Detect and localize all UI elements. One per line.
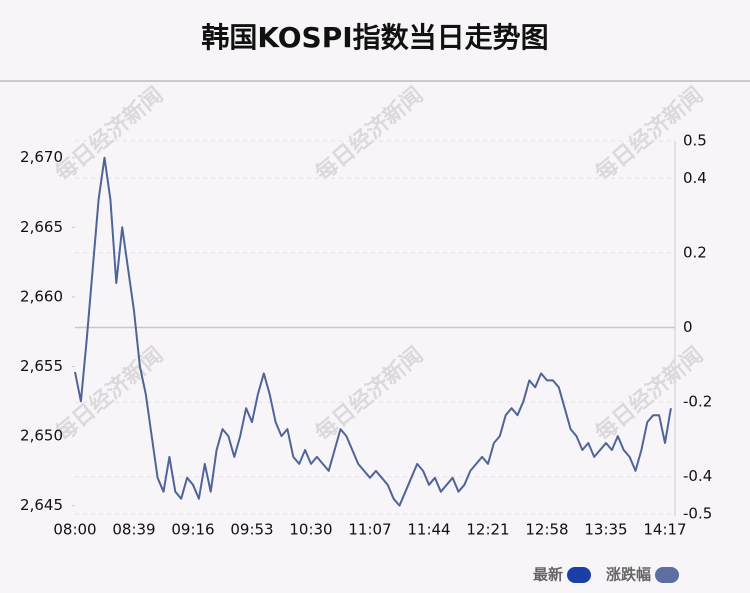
y-tick-label: 2,655: [20, 357, 63, 375]
x-tick-label: 12:58: [525, 521, 568, 539]
x-tick-label: 09:53: [230, 521, 273, 539]
legend-swatch: [655, 567, 680, 583]
x-tick-label: 11:44: [407, 521, 450, 539]
watermark: 每日经济新闻: [310, 82, 428, 187]
y-tick-label: 2,670: [20, 148, 63, 166]
x-tick-label: 12:21: [466, 521, 509, 539]
price-line: [74, 156, 672, 507]
y2-tick-label: -0.2: [683, 393, 712, 411]
legend-label: 最新: [533, 566, 563, 584]
chart-title: 韩国KOSPI指数当日走势图: [201, 21, 548, 54]
y-tick-label: 2,660: [20, 287, 63, 305]
legend-label: 涨跌幅: [606, 566, 651, 584]
x-tick-label: 13:35: [584, 521, 627, 539]
x-tick-label: 08:00: [53, 521, 96, 539]
watermark: 每日经济新闻: [50, 82, 168, 187]
x-tick-label: 14:17: [643, 521, 686, 539]
x-tick-label: 10:30: [289, 521, 332, 539]
legend-swatch: [567, 567, 592, 583]
y2-tick-label: 0.5: [683, 132, 707, 150]
y-tick-label: 2,650: [20, 427, 63, 445]
y-tick-label: 2,645: [20, 496, 63, 514]
y-tick-label: 2,665: [20, 218, 63, 236]
watermark: 每日经济新闻: [310, 342, 428, 447]
y2-tick-label: -0.4: [683, 467, 712, 485]
x-tick-label: 08:39: [112, 521, 155, 539]
y2-tick-label: 0: [683, 318, 693, 336]
y2-tick-label: -0.5: [683, 505, 712, 523]
x-tick-label: 09:16: [171, 521, 214, 539]
y2-tick-label: 0.2: [683, 243, 707, 261]
x-tick-label: 11:07: [348, 521, 391, 539]
y2-tick-label: 0.4: [683, 169, 707, 187]
